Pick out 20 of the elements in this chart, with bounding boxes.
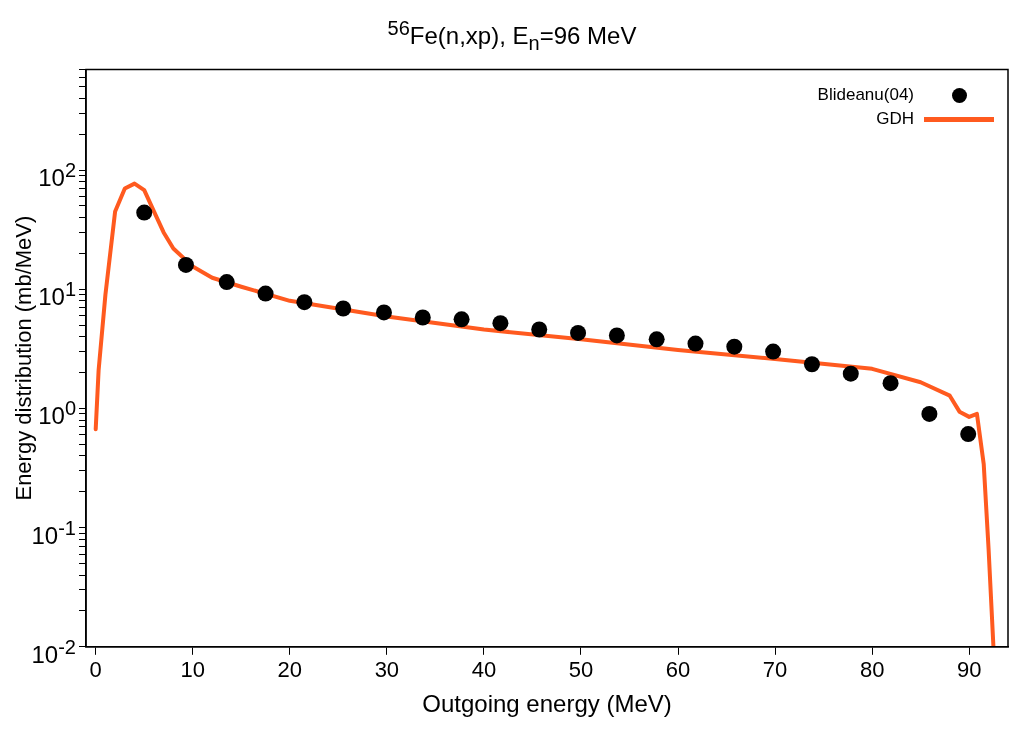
y-tick-label: 10$^{0}$	[38, 396, 76, 432]
x-tick-label: 30	[374, 657, 400, 683]
x-tick-label: 20	[277, 657, 303, 683]
x-tick-label: 0	[89, 657, 102, 683]
x-tick-label: 70	[762, 657, 788, 683]
x-tick-label: 80	[859, 657, 885, 683]
x-tick-label: 40	[471, 657, 497, 683]
y-tick-label: 10$^{-2}$	[31, 634, 76, 670]
x-tick-label: 10	[180, 657, 205, 683]
x-tick-label: 50	[568, 657, 594, 683]
legend-label: GDH	[876, 109, 914, 130]
x-tick-label: 60	[665, 657, 691, 683]
chart-title: $^{56}$Fe(n,xp), E$_{n}$=96 MeV	[386, 16, 638, 54]
y-tick-label: 10$^{2}$	[38, 158, 76, 194]
x-axis-title: Outgoing energy (MeV)	[422, 690, 672, 718]
x-tick-label: 90	[956, 657, 982, 683]
y-tick-label: 10$^{1}$	[38, 277, 76, 313]
y-tick-label: 10$^{-1}$	[31, 515, 76, 551]
legend-label: Blideanu(04)	[817, 85, 914, 106]
y-axis-title: Energy distribution (mb/MeV)	[11, 215, 37, 501]
